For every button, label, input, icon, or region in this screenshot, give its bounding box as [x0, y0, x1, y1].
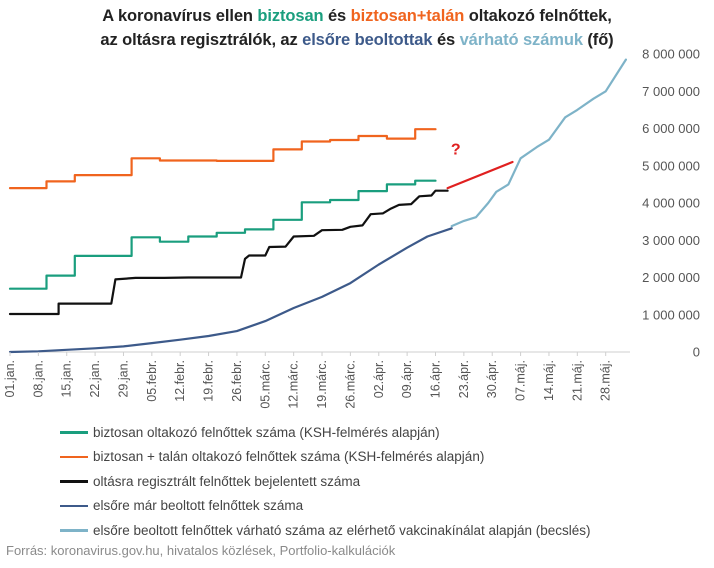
x-tick-label: 02.ápr. [372, 360, 386, 398]
title-segment: és [432, 31, 460, 49]
y-tick-label: 1 000 000 [642, 307, 700, 322]
x-tick-label: 28.máj. [599, 360, 613, 401]
y-tick-label: 2 000 000 [642, 270, 700, 285]
chart-title-line-2: az oltásra regisztrálók, az elsőre beolt… [0, 31, 714, 50]
x-tick-label: 19.febr. [202, 360, 216, 402]
legend-label: biztosan oltakozó felnőttek száma (KSH-f… [93, 424, 440, 440]
legend-item: biztosan + talán oltakozó felnőttek szám… [60, 445, 591, 470]
annotation-group: ? [451, 142, 461, 159]
chart-title-line-1: A koronavírus ellen biztosan és biztosan… [0, 7, 714, 26]
series-line-0 [8, 179, 437, 290]
title-segment: elsőre beoltottak [302, 31, 433, 49]
x-tick-label: 08.jan. [31, 360, 45, 398]
x-tick-label: 26.febr. [230, 360, 244, 402]
legend-item: elsőre már beoltott felnőttek száma [60, 494, 591, 519]
title-segment: A koronavírus ellen [102, 7, 258, 25]
x-tick-label: 29.jan. [116, 360, 130, 398]
y-tick-label: 3 000 000 [642, 233, 700, 248]
series-group [8, 58, 627, 354]
x-tick-label: 09.ápr. [400, 360, 414, 398]
legend-label: elsőre beoltott felnőttek várható száma … [93, 522, 591, 538]
title-segment: az oltásra regisztrálók, az [100, 31, 303, 49]
x-tick-label: 01.jan. [3, 360, 17, 398]
legend-swatch [60, 480, 88, 483]
y-tick-label: 7 000 000 [642, 84, 700, 99]
series-line-4 [450, 58, 627, 228]
title-segment: (fő) [582, 31, 614, 49]
title-segment: biztosan [257, 7, 324, 25]
x-tick-label: 05.febr. [145, 360, 159, 402]
y-axis-ticks: 0 1 000 000 2 000 000 3 000 000 4 000 000 5 0… [642, 47, 700, 360]
annotation-question-mark: ? [451, 142, 461, 159]
x-tick-label: 07.máj. [514, 360, 528, 401]
y-tick-label: 5 000 000 [642, 158, 700, 173]
legend-item: biztosan oltakozó felnőttek száma (KSH-f… [60, 420, 591, 445]
x-tick-label: 05.márc. [258, 360, 272, 409]
x-tick-label: 16.ápr. [428, 360, 442, 398]
series-line-5 [446, 160, 514, 190]
x-tick-label: 30.ápr. [485, 360, 499, 398]
title-segment: oltakozó felnőttek, [464, 7, 612, 25]
x-tick-label: 21.máj. [570, 360, 584, 401]
y-tick-label: 8 000 000 [642, 47, 700, 62]
legend-swatch [60, 529, 88, 532]
title-segment: és [323, 7, 351, 25]
series-line-3 [8, 227, 453, 354]
legend-label: oltásra regisztrált felnőttek bejelentet… [93, 473, 361, 489]
chart-legend: biztosan oltakozó felnőttek száma (KSH-f… [60, 420, 591, 543]
title-segment: várható számuk [459, 31, 583, 49]
legend-swatch [60, 504, 88, 507]
series-line-1 [8, 128, 437, 190]
x-tick-label: 14.máj. [542, 360, 556, 401]
x-axis-ticks: 01.jan. 08.jan. 15.jan. 22.jan. 29.jan. 05.fe… [3, 352, 613, 409]
legend-swatch [60, 455, 88, 458]
legend-label: elsőre már beoltott felnőttek száma [93, 498, 304, 514]
legend-label: biztosan + talán oltakozó felnőttek szám… [93, 449, 485, 465]
x-tick-label: 26.márc. [343, 360, 357, 409]
source-note: Forrás: koronavirus.gov.hu, hivatalos kö… [6, 543, 396, 558]
legend-swatch [60, 431, 88, 434]
x-tick-label: 23.ápr. [457, 360, 471, 398]
title-segment: biztosan+talán [350, 7, 465, 25]
x-tick-label: 22.jan. [88, 360, 102, 398]
x-tick-label: 19.márc. [315, 360, 329, 409]
legend-item: oltásra regisztrált felnőttek bejelentet… [60, 469, 591, 494]
y-tick-label: 0 [693, 345, 700, 360]
y-tick-label: 6 000 000 [642, 121, 700, 136]
x-tick-label: 12.febr. [173, 360, 187, 402]
legend-item: elsőre beoltott felnőttek várható száma … [60, 518, 591, 543]
x-tick-label: 15.jan. [60, 360, 74, 398]
x-tick-label: 12.márc. [287, 360, 301, 409]
series-line-2 [8, 189, 449, 316]
y-tick-label: 4 000 000 [642, 196, 700, 211]
